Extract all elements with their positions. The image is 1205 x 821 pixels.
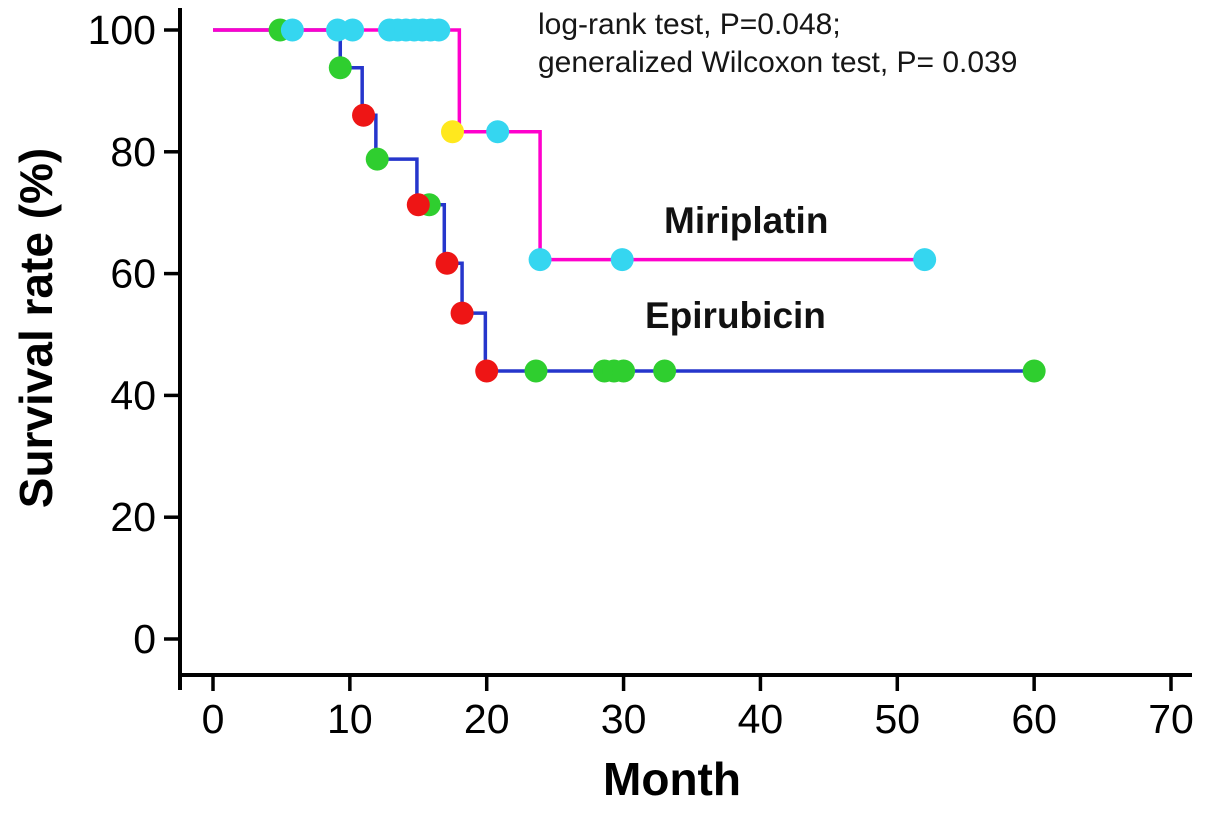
marker-dot-epirubicin xyxy=(365,147,389,171)
y-tick-label: 20 xyxy=(110,494,156,540)
marker-dot-epirubicin xyxy=(475,359,499,383)
y-tick-label: 60 xyxy=(110,251,156,297)
marker-dot-miriplatin xyxy=(341,18,365,42)
series-label-miriplatin: Miriplatin xyxy=(664,200,829,241)
series-label-epirubicin: Epirubicin xyxy=(645,295,826,336)
marker-dot-epirubicin xyxy=(1022,359,1046,383)
stats-annotation-line1: log-rank test, P=0.048; xyxy=(538,8,841,41)
marker-dot-miriplatin xyxy=(913,248,937,272)
marker-dot-epirubicin xyxy=(352,103,376,127)
y-tick-label: 80 xyxy=(110,129,156,175)
y-tick-label: 40 xyxy=(110,372,156,418)
stats-annotation: log-rank test, P=0.048; generalized Wilc… xyxy=(538,6,1017,82)
stats-annotation-line2: generalized Wilcoxon test, P= 0.039 xyxy=(538,46,1018,79)
x-tick-label: 40 xyxy=(738,696,784,742)
marker-dot-miriplatin xyxy=(486,120,510,144)
x-tick-label: 50 xyxy=(874,696,920,742)
marker-dot-miriplatin xyxy=(528,248,552,272)
marker-dot-epirubicin xyxy=(328,56,352,80)
y-axis-title: Survival rate (%) xyxy=(10,147,62,509)
marker-dot-miriplatin xyxy=(610,248,634,272)
x-tick-label: 30 xyxy=(601,696,647,742)
marker-dot-miriplatin xyxy=(280,18,304,42)
marker-dot-epirubicin xyxy=(524,359,548,383)
marker-dot-epirubicin xyxy=(612,359,636,383)
y-tick-label: 0 xyxy=(133,616,156,662)
x-tick-label: 0 xyxy=(202,696,225,742)
marker-dot-epirubicin xyxy=(653,359,677,383)
x-tick-label: 60 xyxy=(1011,696,1057,742)
x-tick-label: 70 xyxy=(1148,696,1194,742)
marker-dot-epirubicin xyxy=(450,301,474,325)
x-tick-label: 10 xyxy=(327,696,373,742)
marker-dot-epirubicin xyxy=(406,193,430,217)
marker-dot-miriplatin xyxy=(427,18,451,42)
x-axis-title: Month xyxy=(603,753,741,805)
marker-dot-epirubicin xyxy=(435,251,459,275)
y-tick-label: 100 xyxy=(88,7,156,53)
x-tick-label: 20 xyxy=(464,696,510,742)
marker-dot-miriplatin xyxy=(441,120,464,144)
